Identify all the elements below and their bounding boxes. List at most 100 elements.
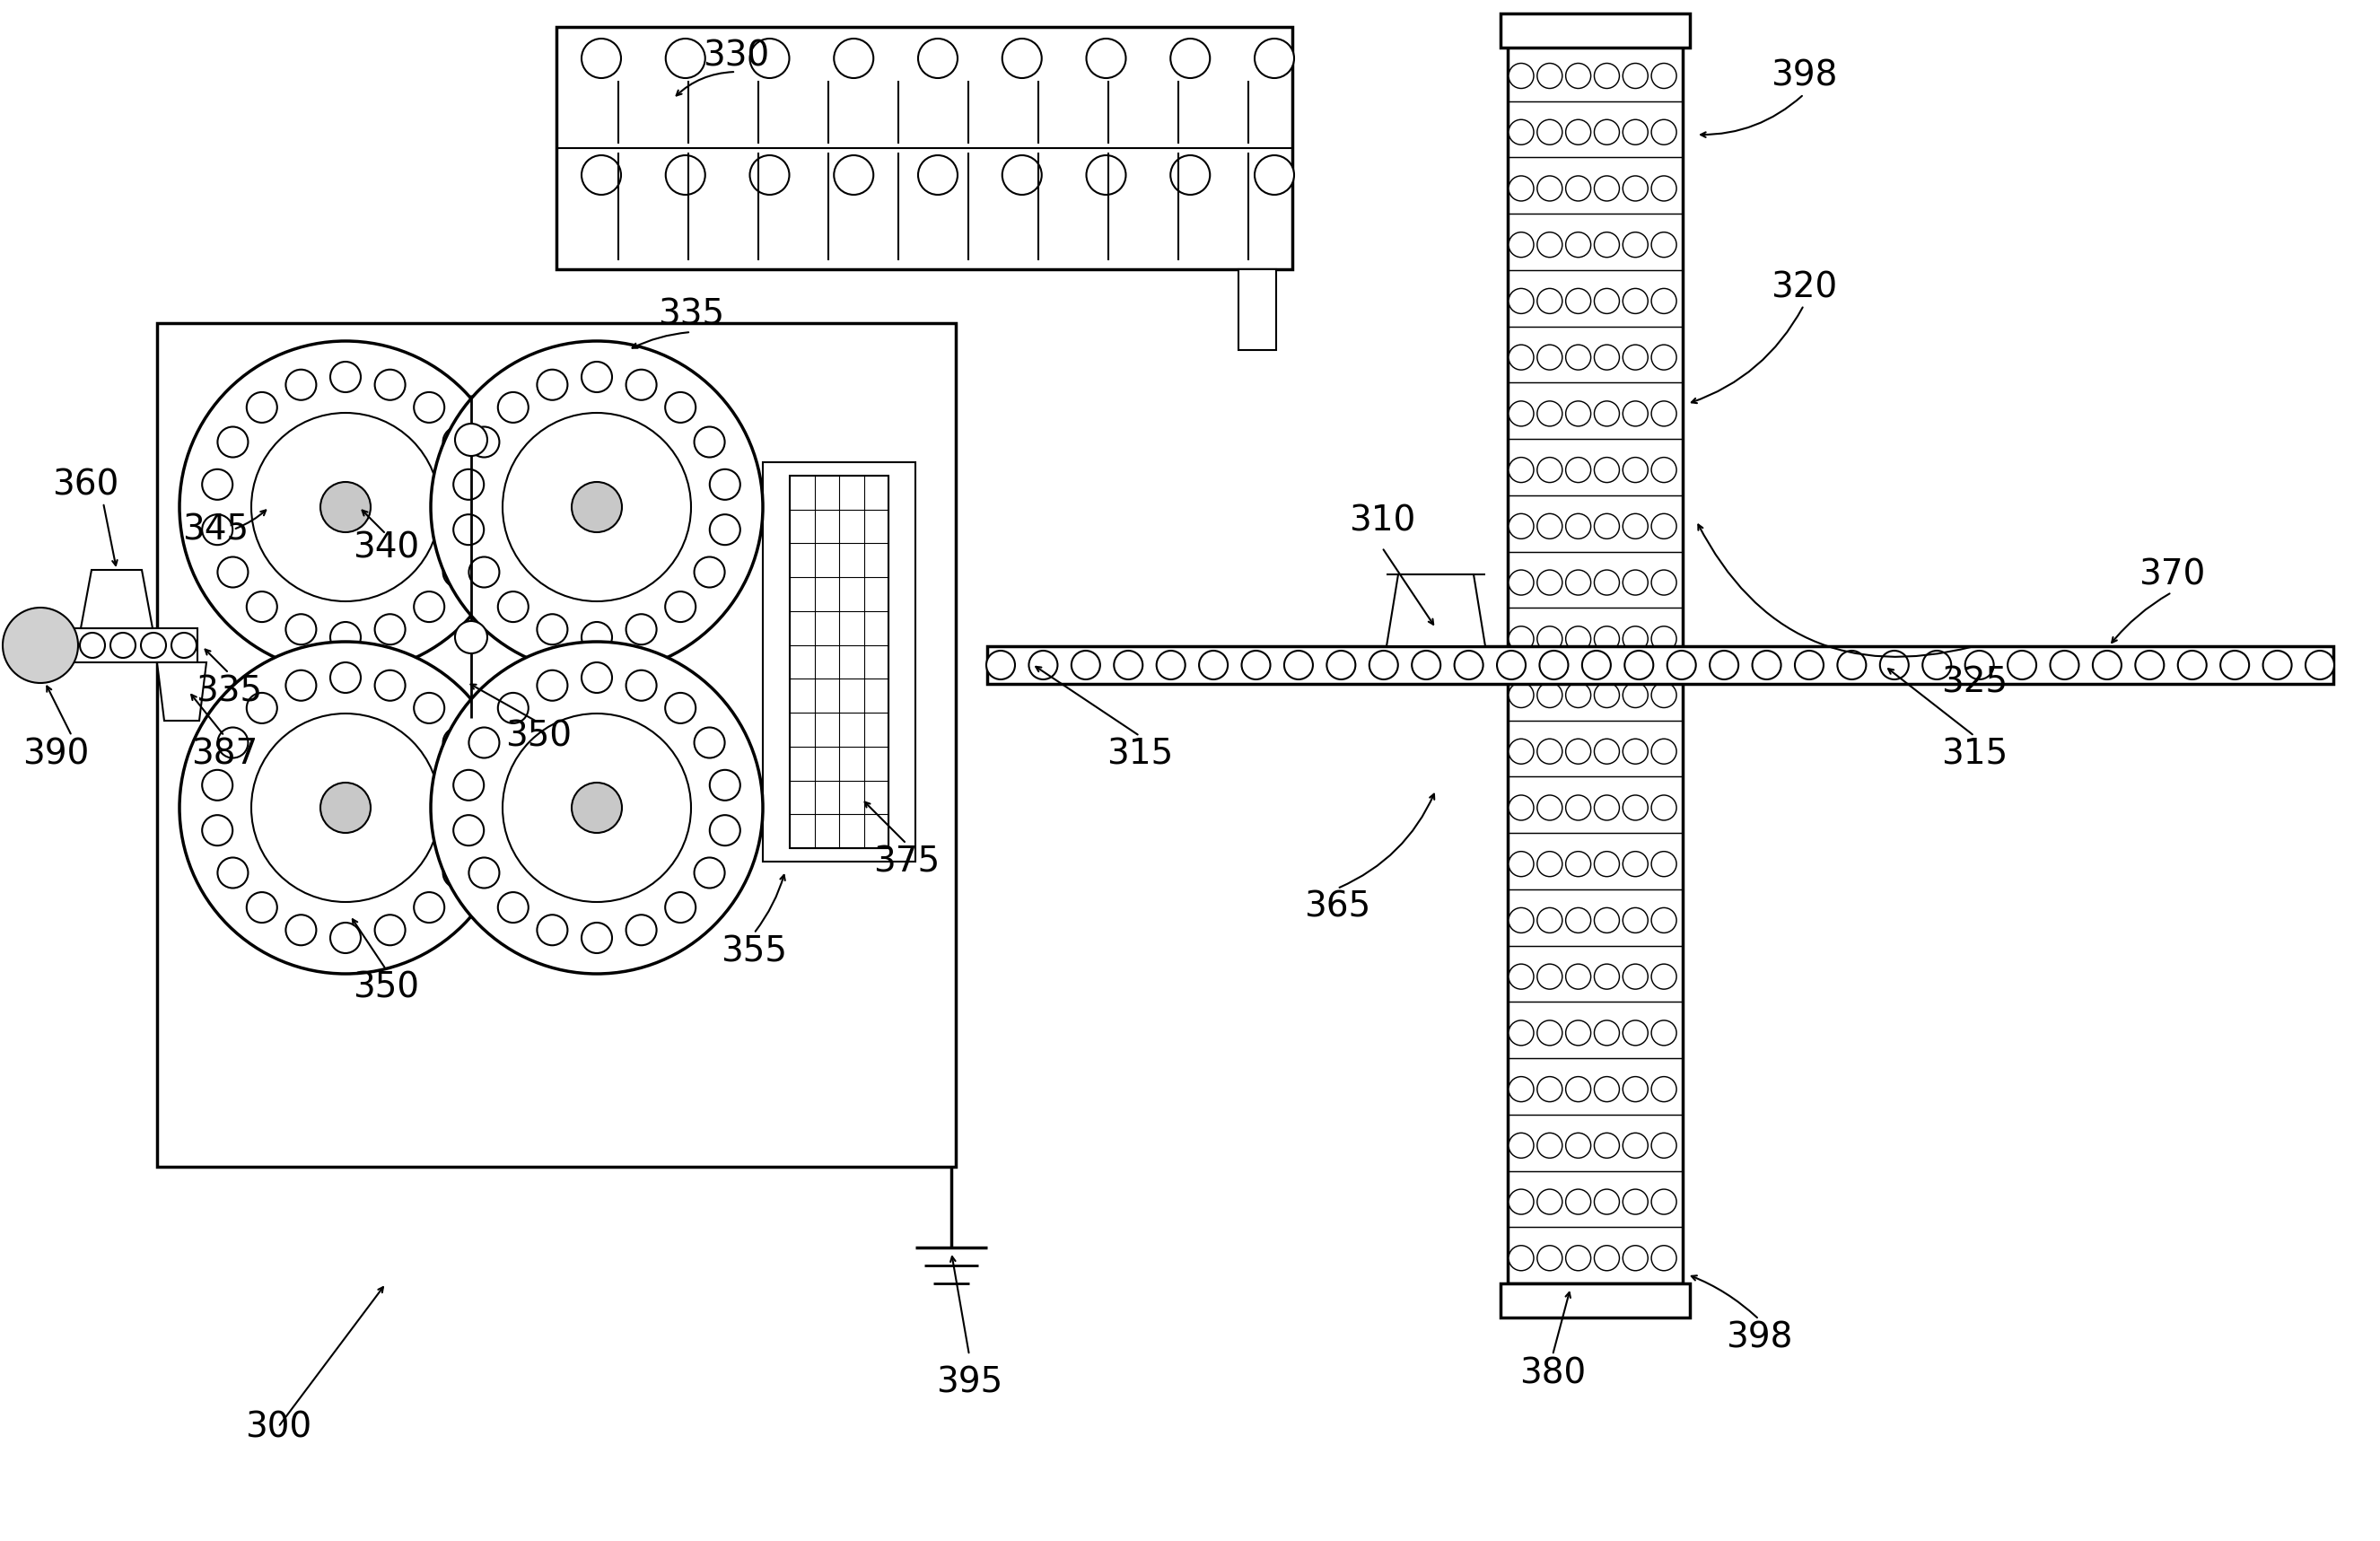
Circle shape [1071,650,1100,680]
Circle shape [581,663,612,693]
Circle shape [1085,156,1126,194]
Circle shape [1623,795,1647,820]
Circle shape [1623,1133,1647,1157]
Circle shape [1537,1133,1561,1157]
Text: 350: 350 [505,720,571,754]
Circle shape [1085,39,1126,79]
Circle shape [695,427,726,458]
Circle shape [1652,852,1676,877]
Circle shape [1595,120,1618,145]
Circle shape [1368,650,1397,680]
Circle shape [252,413,440,601]
Circle shape [1623,626,1647,652]
Circle shape [1566,1077,1590,1102]
Circle shape [1242,650,1271,680]
Bar [157,324,957,1167]
Circle shape [321,482,371,532]
Circle shape [1566,1245,1590,1271]
Circle shape [1623,63,1647,88]
Circle shape [1509,345,1533,370]
Circle shape [1595,513,1618,539]
Circle shape [286,615,317,644]
Circle shape [443,857,474,888]
Circle shape [502,413,690,601]
Circle shape [538,615,566,644]
Circle shape [1652,738,1676,764]
Circle shape [19,633,43,658]
Circle shape [709,468,740,499]
Circle shape [1537,1020,1561,1045]
Circle shape [750,156,790,194]
Circle shape [1537,63,1561,88]
Circle shape [1509,738,1533,764]
Circle shape [1595,1020,1618,1045]
Circle shape [1509,1077,1533,1102]
Circle shape [1509,176,1533,200]
Circle shape [469,857,500,888]
Circle shape [1623,401,1647,427]
Circle shape [1652,1077,1676,1102]
Circle shape [1595,401,1618,427]
Circle shape [178,341,512,673]
Circle shape [1509,1020,1533,1045]
Circle shape [1583,650,1611,680]
Text: 355: 355 [721,934,788,968]
Circle shape [1566,683,1590,707]
Circle shape [414,892,445,923]
Circle shape [140,633,167,658]
Circle shape [695,556,726,587]
Circle shape [1537,513,1561,539]
Circle shape [1537,852,1561,877]
Circle shape [455,424,488,456]
Circle shape [1537,1190,1561,1214]
Circle shape [1623,288,1647,313]
Circle shape [1566,965,1590,989]
Circle shape [1966,650,1994,680]
Circle shape [1537,458,1561,482]
Text: 330: 330 [702,39,769,72]
Circle shape [1254,39,1295,79]
Circle shape [414,391,445,422]
Circle shape [1595,63,1618,88]
Circle shape [459,815,488,846]
Circle shape [469,427,500,458]
Circle shape [626,615,657,644]
Circle shape [321,783,371,832]
Circle shape [1566,345,1590,370]
Text: 380: 380 [1518,1356,1585,1390]
Circle shape [431,341,764,673]
Circle shape [1652,458,1676,482]
Circle shape [2009,650,2037,680]
Circle shape [709,815,740,846]
Circle shape [581,39,621,79]
Circle shape [709,770,740,800]
Bar [557,26,1292,270]
Circle shape [664,693,695,723]
Circle shape [571,482,621,532]
Bar [1499,14,1690,48]
Circle shape [1595,570,1618,595]
Text: 390: 390 [21,737,88,770]
Circle shape [497,592,528,623]
Circle shape [248,592,276,623]
Circle shape [286,915,317,945]
Circle shape [1595,908,1618,932]
Circle shape [1709,650,1737,680]
Circle shape [1537,176,1561,200]
Circle shape [1566,458,1590,482]
Circle shape [1509,458,1533,482]
Circle shape [1595,738,1618,764]
Circle shape [286,670,317,701]
Circle shape [1626,650,1654,680]
Text: 320: 320 [1771,270,1837,304]
Circle shape [1595,288,1618,313]
Text: 300: 300 [245,1410,312,1444]
Text: 375: 375 [873,844,940,878]
Text: 350: 350 [352,971,419,1005]
Circle shape [248,391,276,422]
Circle shape [178,641,512,974]
Circle shape [469,727,500,758]
Circle shape [1537,1245,1561,1271]
Circle shape [1652,908,1676,932]
Bar [1499,1284,1690,1318]
